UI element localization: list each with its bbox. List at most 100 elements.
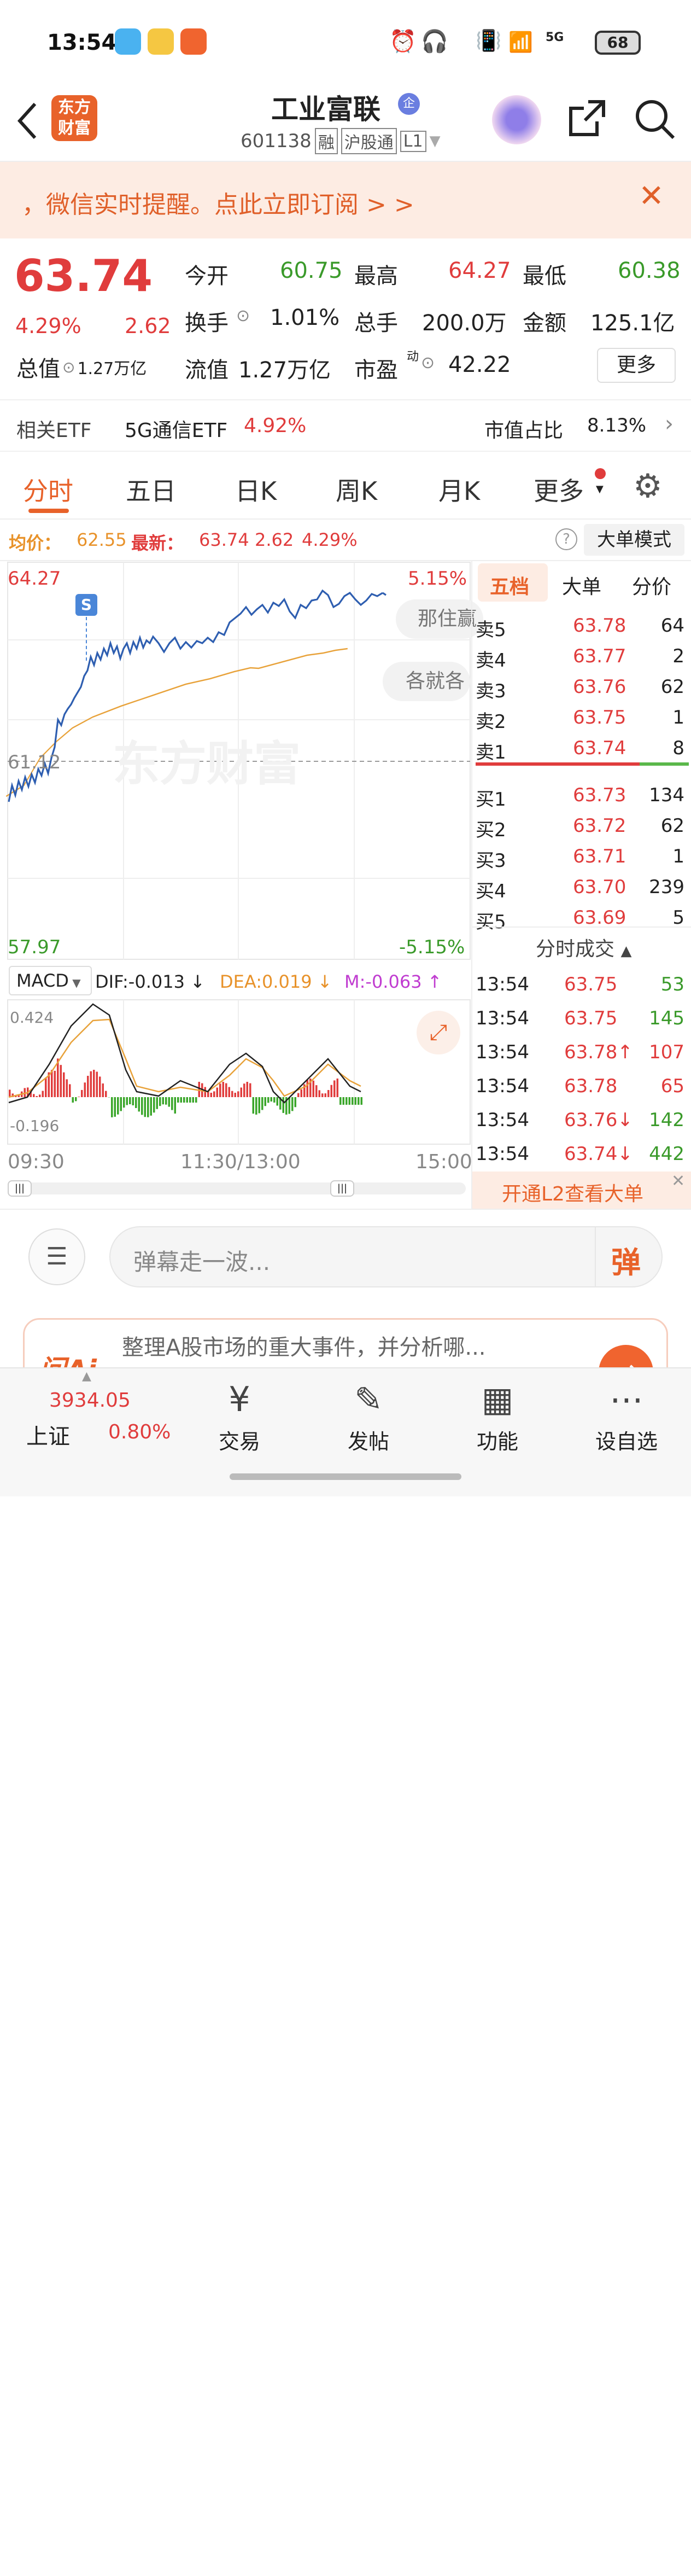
macd-bar — [241, 1087, 243, 1097]
market-cap[interactable]: 总值⊙1.27万亿 — [16, 351, 147, 383]
macd-bar — [126, 1097, 128, 1105]
macd-bar — [33, 1094, 35, 1097]
ask-level: 卖1 — [476, 737, 506, 764]
macd-bar — [174, 1097, 177, 1114]
macd-bar — [63, 1073, 65, 1097]
stock-name: 工业富联 — [271, 88, 380, 127]
alarm-icon: ⏰ — [389, 28, 417, 54]
nav-post[interactable]: ✎发帖 — [314, 1379, 423, 1455]
macd-bar — [171, 1097, 173, 1110]
float-label: 流值 — [185, 352, 229, 384]
macd-bar — [120, 1097, 122, 1111]
help-icon[interactable]: ? — [555, 528, 577, 550]
dropdown-icon: ▼ — [430, 133, 441, 149]
search-icon[interactable] — [633, 97, 677, 141]
macd-bar — [192, 1097, 195, 1103]
share-icon[interactable] — [566, 97, 608, 139]
stock-code-row[interactable]: 601138 融 沪股通 L1 ▼ — [241, 128, 441, 154]
nav-functions[interactable]: ▦功能 — [443, 1379, 552, 1455]
related-etf-row[interactable]: 相关ETF 5G通信ETF 4.92% 市值占比 8.13% › — [0, 399, 691, 452]
intraday-summary-row: 均价： 62.55 最新： 63.74 2.62 4.29% ? 大单模式 — [0, 520, 691, 561]
close-icon[interactable]: ✕ — [639, 178, 664, 214]
tab-five-levels[interactable]: 五档 — [490, 571, 529, 599]
eastmoney-logo[interactable]: 东方财富 — [51, 95, 97, 141]
info-icon[interactable]: ⊙ — [236, 306, 250, 325]
high-label: 最高 — [354, 258, 398, 290]
index-ticker[interactable]: 3934.05 上证 0.80% — [12, 1385, 176, 1472]
danmu-send-button[interactable]: 弹 — [611, 1238, 641, 1281]
tab-five-day[interactable]: 五日 — [126, 471, 176, 508]
trade-price: 63.76↓ — [564, 1109, 633, 1131]
nav-trade[interactable]: ¥交易 — [185, 1379, 294, 1455]
bid-volume: 62 — [661, 815, 684, 837]
time-range-scrollbar[interactable] — [8, 1182, 466, 1194]
l2-upgrade-text: 开通L2查看大单 — [502, 1178, 643, 1207]
volume-value: 200.0万 — [422, 305, 507, 337]
macd-bar — [283, 1097, 285, 1113]
tab-daily-k[interactable]: 日K — [235, 471, 277, 508]
macd-bar — [147, 1097, 149, 1117]
trade-time: 13:54 — [476, 1007, 529, 1029]
pe-dynamic-mark: 动 — [407, 347, 419, 364]
tab-intraday[interactable]: 分时 — [23, 471, 73, 508]
trades-title[interactable]: 分时成交 ▲ — [536, 933, 631, 961]
m-value: M:-0.063 ↑ — [344, 971, 442, 992]
settings-gear-icon[interactable]: ⚙ — [633, 467, 663, 505]
ask-ai-prompt: 整理A股市场的重大事件，并分析哪... — [122, 1330, 486, 1361]
tag-margin: 融 — [315, 128, 338, 154]
intraday-chart[interactable]: 东方财富 64.27 61.12 57.97 5.15% -5.15% S 那住… — [0, 561, 471, 1201]
tab-price-split[interactable]: 分价 — [632, 571, 671, 599]
news-app-icon — [180, 28, 207, 55]
signal-marker[interactable]: S — [75, 594, 97, 616]
danmu-input[interactable]: 弹幕走一波... 弹 — [109, 1226, 663, 1287]
range-handle-right[interactable]: ||| — [330, 1180, 354, 1197]
range-handle-left[interactable]: ||| — [8, 1180, 32, 1197]
macd-bar — [189, 1097, 191, 1103]
signal-marker-line — [86, 617, 87, 661]
tab-more[interactable]: 更多 — [534, 471, 584, 508]
float-value: 1.27万亿 — [238, 352, 331, 384]
mktcap-share-value: 8.13% — [587, 415, 646, 436]
info-icon[interactable]: ⊙ — [421, 353, 435, 372]
wechat-subscribe-banner[interactable]: ，微信实时提醒。点此立即订阅 > > ✕ — [0, 162, 691, 238]
danmu-settings-icon[interactable]: ☰ — [28, 1228, 85, 1285]
macd-bar — [289, 1097, 291, 1114]
l2-upgrade-banner[interactable]: 开通L2查看大单 ✕ — [472, 1172, 691, 1209]
close-icon[interactable]: ✕ — [671, 1172, 685, 1191]
robot-avatar-icon[interactable] — [492, 95, 541, 144]
tab-big-orders[interactable]: 大单 — [562, 571, 601, 599]
back-arrow-icon[interactable] — [16, 102, 38, 140]
macd-bar — [267, 1097, 270, 1103]
bid-level: 买5 — [476, 907, 506, 934]
macd-selector[interactable]: MACD ▼ — [9, 966, 92, 995]
trade-time: 13:54 — [476, 1109, 529, 1131]
more-button[interactable]: 更多 — [597, 348, 676, 383]
y-axis-low: 57.97 — [8, 936, 61, 958]
macd-bar — [243, 1083, 245, 1097]
expand-icon[interactable]: ⤢ — [417, 1011, 460, 1054]
bid-price: 63.73 — [573, 784, 626, 806]
macd-bar — [237, 1091, 239, 1097]
trade-time: 13:54 — [476, 974, 529, 995]
macd-bar — [87, 1076, 89, 1097]
tab-monthly-k[interactable]: 月K — [438, 471, 480, 508]
pe-label: 市盈 — [354, 352, 398, 384]
danmu-bubble: 那住赢 — [396, 599, 483, 639]
macd-bar — [186, 1097, 189, 1103]
chart-tabs: 分时 五日 日K 周K 月K 更多 ▼ ⚙ — [0, 452, 691, 520]
macd-bar — [72, 1097, 74, 1103]
latest-label: 最新： — [131, 529, 184, 555]
macd-bar — [165, 1097, 167, 1105]
macd-bar — [105, 1091, 107, 1097]
big-order-mode-button[interactable]: 大单模式 — [584, 524, 684, 556]
nav-watchlist[interactable]: ⋯设自选 — [572, 1379, 681, 1455]
tab-weekly-k[interactable]: 周K — [336, 471, 377, 508]
macd-bar — [132, 1097, 134, 1105]
danmu-bubble: 各就各 — [383, 662, 470, 701]
macd-bar — [339, 1097, 342, 1105]
ask-price: 63.76 — [573, 676, 626, 698]
macd-bar — [84, 1082, 86, 1097]
